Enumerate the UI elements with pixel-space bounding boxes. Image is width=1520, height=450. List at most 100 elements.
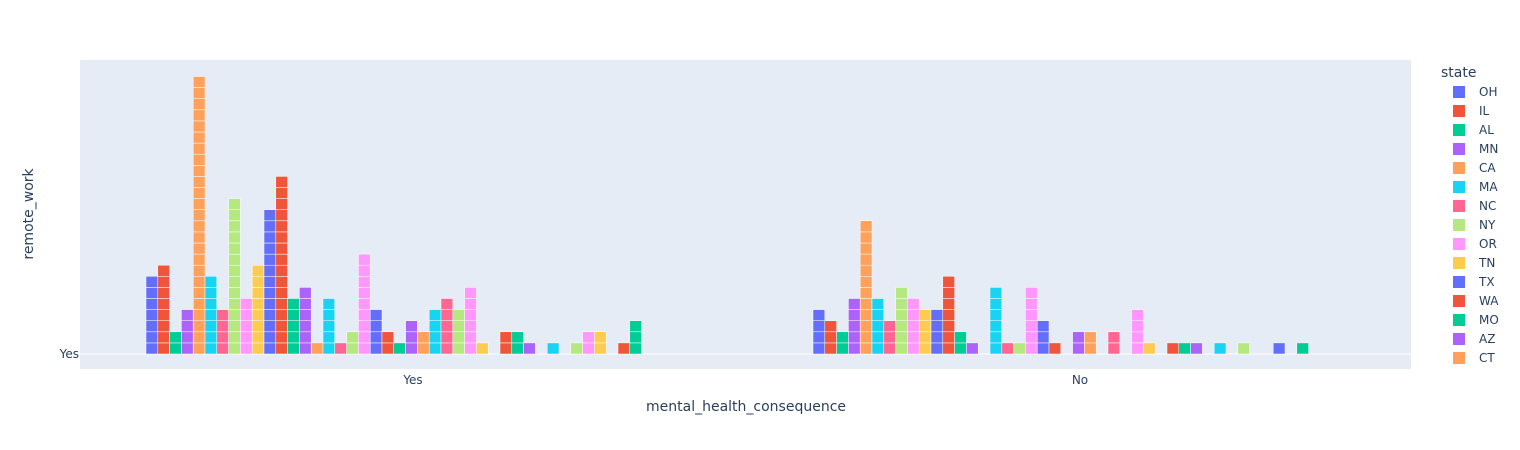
bar-block [848, 320, 861, 333]
bar-block [287, 320, 300, 333]
bar-block [275, 342, 288, 355]
bar-block [275, 220, 288, 233]
legend-item-oh[interactable]: OH [1453, 85, 1497, 99]
bar-block [263, 287, 277, 299]
bar-block [824, 320, 837, 333]
bar-mn-no [1072, 331, 1085, 355]
bar-block [895, 342, 908, 355]
legend-item-nc[interactable]: NC [1453, 199, 1496, 213]
legend-item-il[interactable]: IL [1453, 104, 1490, 118]
bar-az-no [966, 342, 979, 355]
legend-item-ma[interactable]: MA [1453, 180, 1498, 194]
bar-block [299, 287, 312, 299]
bar-block [192, 298, 206, 310]
legend-label: IL [1479, 104, 1490, 118]
bar-ny-yes [346, 331, 359, 355]
bar-block [228, 231, 241, 244]
bar-mo-no [954, 331, 967, 355]
bar-block [228, 220, 241, 233]
bar-or-yes [582, 331, 595, 355]
legend-item-tn[interactable]: TN [1453, 256, 1495, 270]
bar-or-no [1025, 287, 1038, 355]
bar-mo-yes [629, 320, 642, 355]
bar-block [859, 298, 873, 310]
bar-block [263, 253, 277, 266]
bar-block [275, 242, 288, 255]
bar-block [275, 231, 288, 244]
bar-block [275, 264, 288, 277]
bar-oh-yes [145, 276, 159, 355]
bar-block [192, 309, 206, 321]
bar-block [251, 320, 265, 333]
bar-block [228, 320, 241, 333]
bar-block [228, 198, 241, 210]
bar-block [251, 298, 265, 310]
bar-block [346, 331, 359, 344]
legend-label: NY [1479, 218, 1496, 232]
bar-block [464, 309, 477, 321]
legend-item-az[interactable]: AZ [1453, 332, 1495, 346]
bar-block [1084, 331, 1097, 344]
bar-block [907, 320, 920, 333]
bar-block [192, 98, 206, 111]
bar-block [263, 209, 277, 222]
legend-item-ny[interactable]: NY [1453, 218, 1496, 232]
x-tick-label-no: No [1072, 373, 1088, 387]
bar-block [192, 220, 206, 233]
bar-block [263, 220, 277, 233]
bar-ny-yes [452, 309, 465, 355]
legend-label: AZ [1479, 332, 1495, 346]
bar-block [310, 342, 324, 355]
bar-block [1107, 331, 1121, 344]
bar-block [275, 253, 288, 266]
bar-block [358, 298, 371, 310]
bar-block [918, 309, 932, 321]
bar-block [240, 309, 253, 321]
bar-mn-yes [181, 309, 194, 355]
bar-block [871, 342, 885, 355]
bar-block [157, 287, 170, 299]
bar-ma-yes [204, 276, 218, 355]
legend-label: MO [1479, 313, 1499, 327]
bar-block [275, 187, 288, 199]
bar-block [918, 342, 932, 355]
bar-block [1013, 342, 1026, 355]
bar-block [157, 331, 170, 344]
bar-block [358, 287, 371, 299]
legend-label: NC [1479, 199, 1496, 213]
bar-block [582, 342, 595, 355]
bar-or-no [1131, 309, 1144, 355]
bar-block [275, 309, 288, 321]
bar-block [511, 342, 524, 355]
bar-nc-no [1001, 342, 1014, 355]
legend-item-al[interactable]: AL [1453, 123, 1494, 137]
legend-item-wa[interactable]: WA [1453, 294, 1499, 308]
legend-item-ca[interactable]: CA [1453, 161, 1496, 175]
bar-block [204, 298, 218, 310]
legend-item-or[interactable]: OR [1453, 237, 1497, 251]
bar-block [594, 342, 607, 355]
bar-tn-no [918, 309, 932, 355]
bar-block [263, 331, 277, 344]
bar-block [157, 276, 170, 288]
bar-block [942, 331, 955, 344]
bar-block [192, 131, 206, 144]
legend-label: TN [1478, 256, 1495, 270]
bar-block [157, 320, 170, 333]
legend-swatch [1453, 276, 1465, 288]
legend-item-ct[interactable]: CT [1453, 351, 1495, 365]
legend-swatch [1453, 86, 1465, 98]
bar-block [251, 287, 265, 299]
bar-block [192, 242, 206, 255]
bar-block [251, 342, 265, 355]
bar-block [440, 309, 454, 321]
bar-nc-yes [216, 309, 229, 355]
bar-block [523, 342, 536, 355]
legend-item-mo[interactable]: MO [1453, 313, 1499, 327]
bar-block [216, 320, 229, 333]
bar-block [1025, 320, 1038, 333]
legend-item-tx[interactable]: TX [1453, 275, 1495, 289]
bar-block [299, 331, 312, 344]
bar-block [452, 342, 465, 355]
legend-item-mn[interactable]: MN [1453, 142, 1498, 156]
